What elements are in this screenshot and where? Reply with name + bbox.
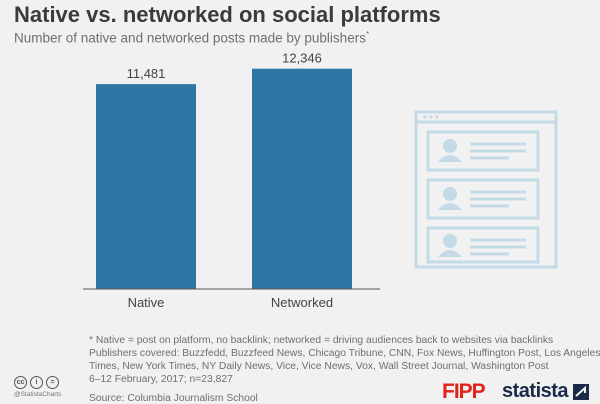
subtitle-text: Number of native and networked posts mad…: [14, 30, 366, 46]
no-derivatives-icon[interactable]: =: [46, 376, 59, 389]
license-credits: cc i = @StatistaCharts: [14, 376, 61, 398]
statista-handle[interactable]: @StatistaCharts: [14, 391, 62, 398]
bar-networked: [252, 68, 352, 289]
value-label-native: 11,481: [127, 66, 166, 81]
source-note: Source: Columbia Journalism School: [89, 393, 258, 404]
attribution-icon[interactable]: i: [30, 376, 43, 389]
fipp-logo[interactable]: FIPP: [442, 380, 486, 403]
bar-native: [96, 84, 196, 289]
note-date-sample: 6–12 February, 2017; n=23,827: [89, 374, 233, 385]
chart-notes: * Native = post on platform, no backlink…: [89, 334, 600, 386]
subtitle-footnote-mark: *: [365, 30, 370, 39]
note-publishers-2: Times, New York Times, NY Daily News, Vi…: [89, 361, 549, 372]
category-label-networked: Networked: [271, 295, 333, 310]
note-publishers-1: Publishers covered: Buzzfedd, Buzzfeed N…: [89, 348, 600, 359]
chart-title: Native vs. networked on social platforms: [14, 2, 441, 27]
statista-logo[interactable]: statista: [502, 380, 569, 402]
category-label-native: Native: [128, 295, 165, 310]
license-icons: cc i =: [14, 376, 61, 389]
note-definition: * Native = post on platform, no backlink…: [89, 335, 554, 346]
cc-icon[interactable]: cc: [14, 376, 27, 389]
value-label-networked: 12,346: [282, 51, 322, 66]
chart-subtitle: Number of native and networked posts mad…: [14, 30, 369, 46]
statista-logo-icon: [573, 384, 589, 400]
social-feed-illustration-icon: [414, 110, 558, 269]
